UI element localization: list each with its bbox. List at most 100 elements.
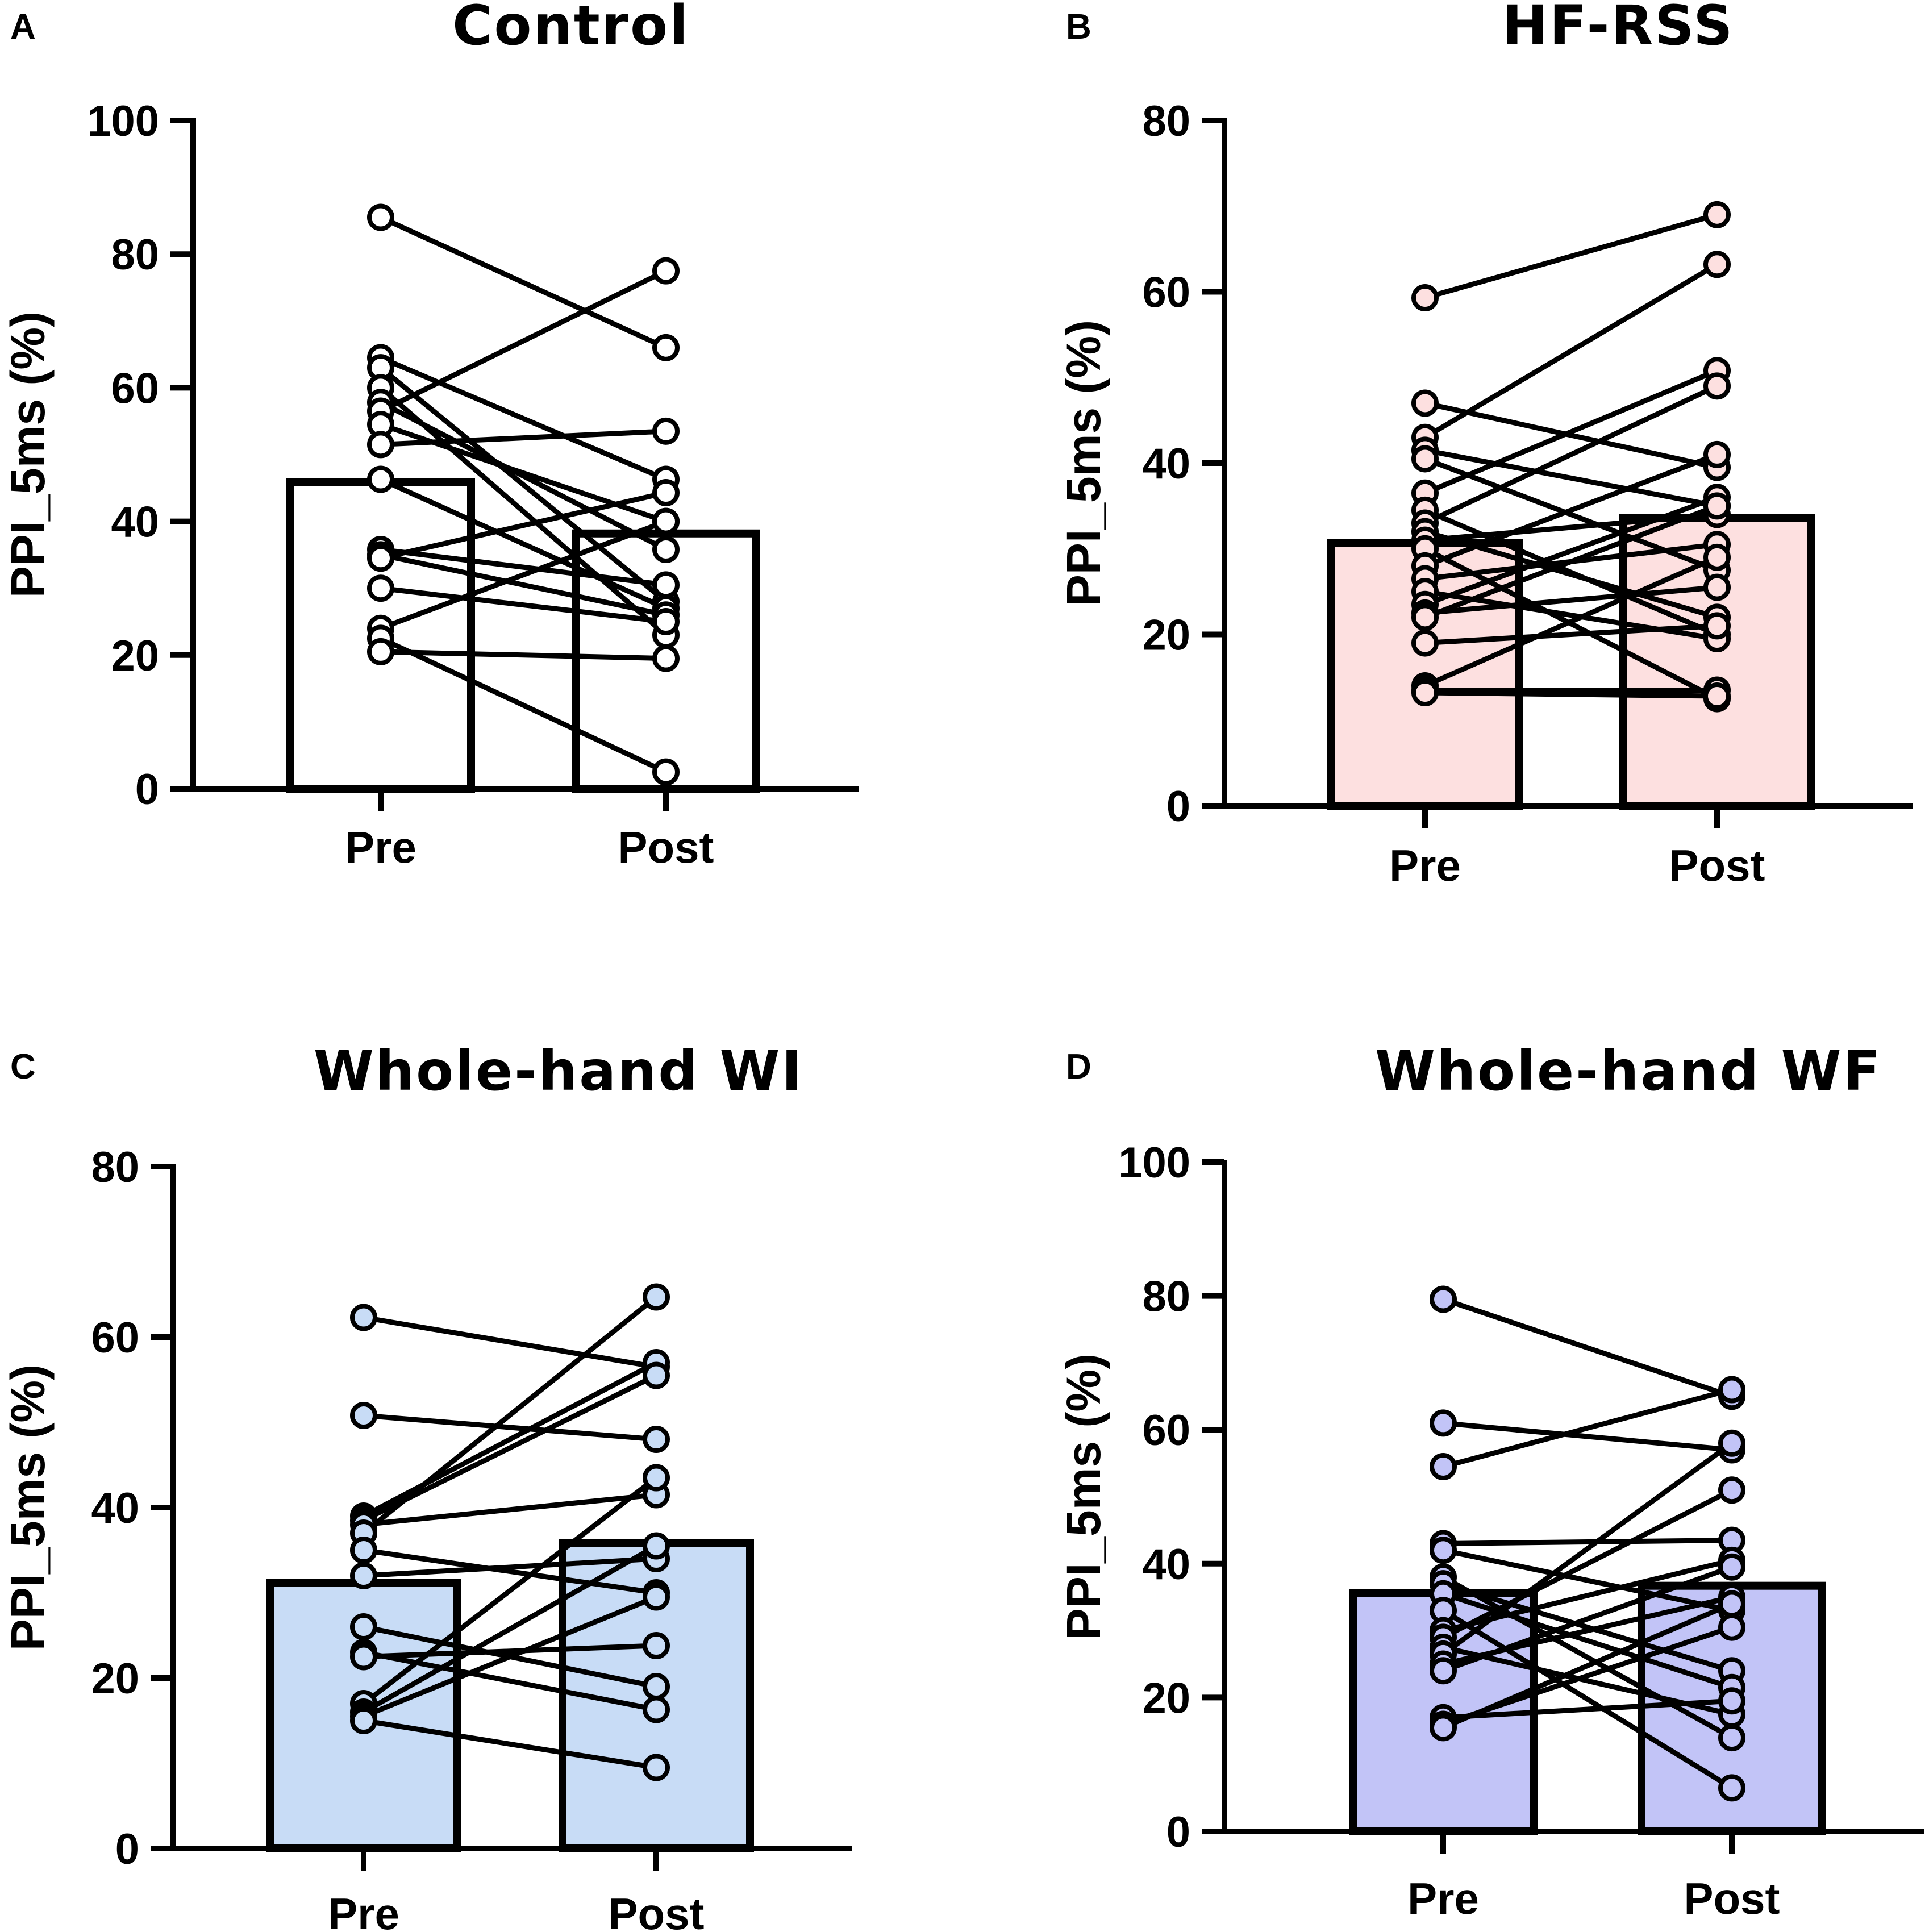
data-point <box>652 257 680 285</box>
data-point <box>1703 573 1731 601</box>
chart-title: HF-RSS <box>1502 0 1735 57</box>
data-point <box>643 1361 670 1389</box>
pair-line <box>380 519 667 631</box>
pair-line <box>1424 495 1718 607</box>
panel-letter: B <box>1066 7 1091 47</box>
pair-line <box>363 1718 657 1770</box>
x-tick-label-post: Post <box>1684 1873 1780 1923</box>
data-point <box>1703 612 1731 640</box>
pair-line <box>363 1643 657 1659</box>
y-tick-label: 80 <box>111 231 159 279</box>
chart-panel-c: C Whole-hand WI PPI_5ms (%) 0 20 40 60 80 Pre Pos… <box>1 1039 852 1932</box>
pair-line <box>1424 401 1718 470</box>
pair-line <box>363 1315 657 1369</box>
pair-line <box>1424 555 1718 689</box>
data-point <box>652 571 680 599</box>
data-point <box>1718 1476 1745 1504</box>
x-tick-label-post: Post <box>618 822 714 872</box>
data-point <box>643 1754 670 1781</box>
data-point <box>1411 389 1439 417</box>
data-point <box>1718 1429 1745 1457</box>
pair-line <box>1442 1297 1733 1399</box>
pair-line <box>1424 452 1718 569</box>
pair-line <box>1441 1488 1734 1640</box>
y-tick-label: 40 <box>1142 440 1190 488</box>
pair-line <box>380 477 667 611</box>
data-point <box>1718 1774 1745 1802</box>
y-tick-label: 20 <box>1142 611 1190 660</box>
pair-line <box>380 215 667 350</box>
y-tick-label: 80 <box>1142 1273 1190 1321</box>
pair-line <box>1424 447 1718 509</box>
x-tick-label-pre: Pre <box>1407 1873 1479 1923</box>
pair-line <box>363 1547 657 1596</box>
pair-line <box>1443 1538 1732 1546</box>
y-tick-label: 80 <box>1142 97 1190 145</box>
data-point <box>652 758 680 786</box>
y-axis-label: PPI_5ms (%) <box>1057 1354 1110 1640</box>
data-point <box>643 1426 670 1453</box>
pair-line <box>362 1543 658 1714</box>
pair-line <box>1442 1591 1733 1690</box>
pair-line <box>379 365 668 604</box>
y-tick-label: 40 <box>111 498 159 547</box>
y-axis-label: PPI_5ms (%) <box>1 1364 55 1651</box>
data-point <box>1430 1537 1457 1564</box>
pair-line <box>1442 1564 1733 1673</box>
x-tick-label-pre: Pre <box>328 1889 399 1932</box>
data-point <box>350 1537 377 1564</box>
pair-line <box>380 268 667 414</box>
y-tick-label: 20 <box>111 632 159 680</box>
data-point <box>1703 492 1731 520</box>
pair-line <box>1424 368 1718 496</box>
data-points <box>350 1283 670 1781</box>
data-point <box>350 1402 377 1429</box>
y-tick-label: 20 <box>91 1655 139 1703</box>
panel-letter: A <box>10 7 36 47</box>
y-axis-label: PPI_5ms (%) <box>1 311 55 598</box>
data-point <box>1718 1376 1745 1404</box>
data-point <box>350 1643 377 1671</box>
pair-line <box>1424 585 1718 616</box>
pair-line <box>1443 1547 1732 1613</box>
pair-line <box>380 585 666 624</box>
data-point <box>643 1673 670 1700</box>
pair-line <box>1424 690 1718 699</box>
pair-line <box>363 1556 657 1579</box>
pair-line <box>1424 212 1718 301</box>
pair-line <box>1442 1387 1733 1469</box>
data-point <box>1411 603 1439 631</box>
data-point <box>1718 1553 1745 1581</box>
data-point <box>350 1707 377 1734</box>
data-point <box>367 544 394 572</box>
pair-line <box>1441 1441 1734 1656</box>
data-point <box>643 1464 670 1492</box>
pair-line <box>1441 1575 1734 1741</box>
data-point <box>1718 1590 1745 1618</box>
chart-title: Control <box>452 0 690 57</box>
chart-title: Whole-hand WF <box>1375 1039 1882 1103</box>
y-tick-label: 60 <box>111 364 159 413</box>
data-point <box>1718 1613 1745 1641</box>
pair-line <box>1443 1698 1732 1721</box>
data-point <box>367 431 394 459</box>
pair-line <box>363 1594 657 1719</box>
data-point <box>1703 440 1731 468</box>
pair-line <box>380 547 666 588</box>
y-tick-label: 40 <box>91 1484 139 1533</box>
y-tick-label: 20 <box>1142 1674 1190 1722</box>
data-points <box>1411 201 1731 713</box>
y-tick-label: 0 <box>115 1825 139 1873</box>
data-point <box>652 507 680 535</box>
pair-line <box>1443 1420 1732 1453</box>
data-point <box>1718 1724 1745 1752</box>
data-point <box>643 1583 670 1611</box>
data-point <box>367 638 394 665</box>
pair-line <box>1442 1601 1733 1730</box>
data-point <box>1703 251 1731 278</box>
data-point <box>350 1304 377 1331</box>
pair-line <box>1424 623 1718 646</box>
paired-lines <box>1423 212 1719 701</box>
paired-lines <box>379 215 668 775</box>
data-point <box>350 1562 377 1589</box>
